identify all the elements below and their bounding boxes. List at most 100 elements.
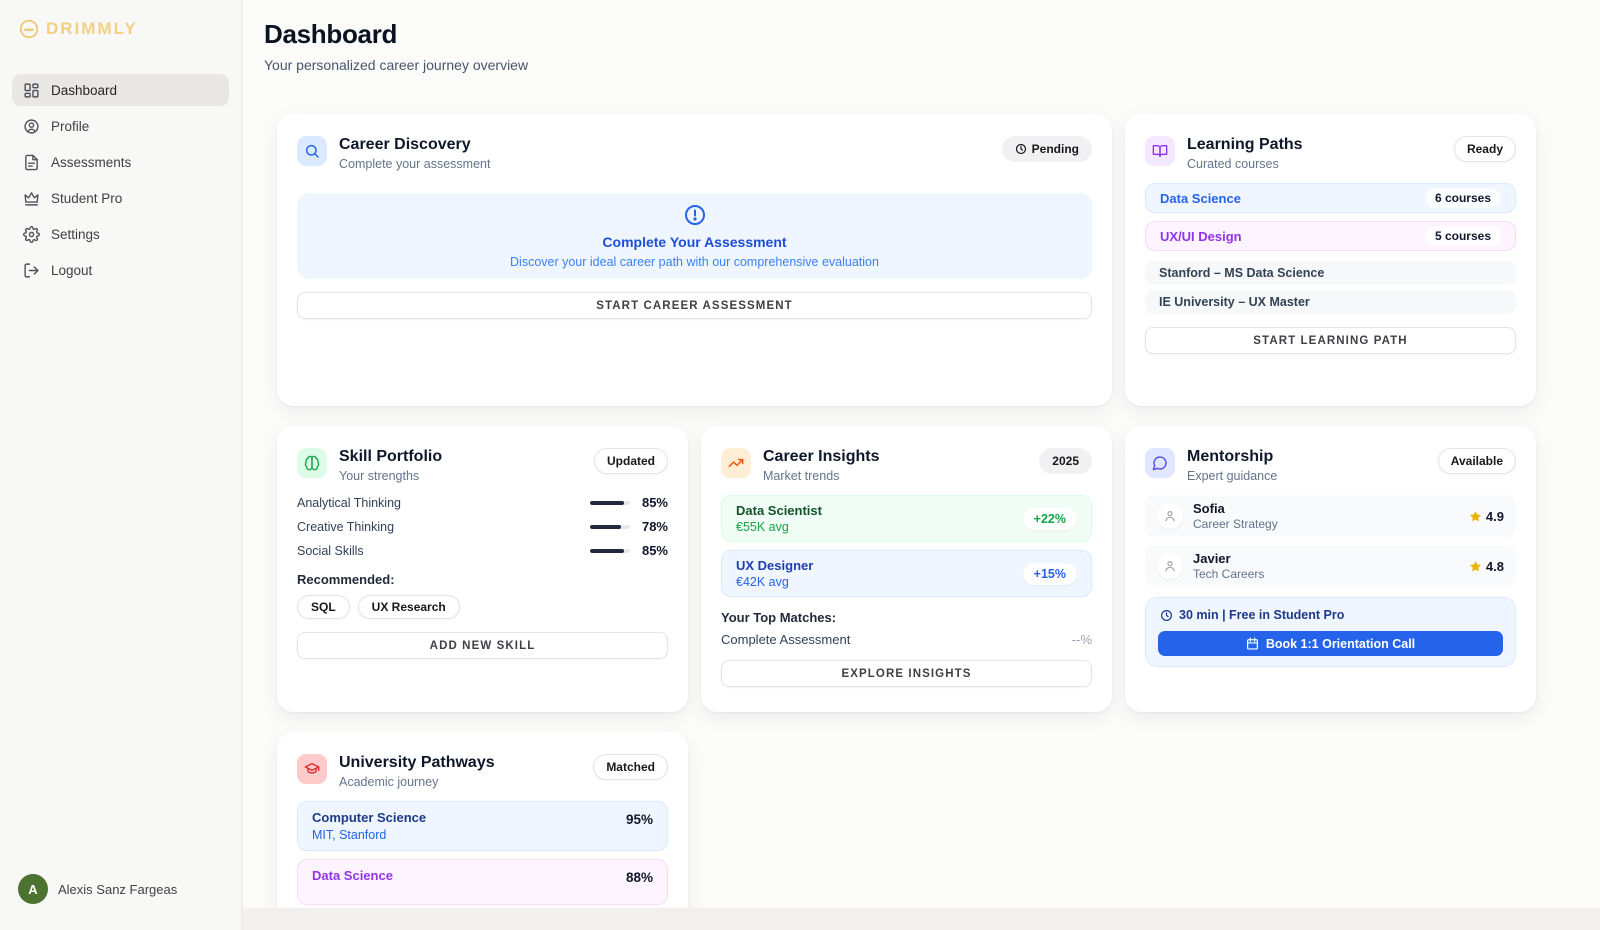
- card-subtitle: Academic journey: [339, 775, 495, 789]
- track-count: 5 courses: [1425, 226, 1501, 246]
- card-title: Career Insights: [763, 448, 879, 466]
- match-percent: 95%: [626, 810, 653, 827]
- skill-row: Creative Thinking 78%: [297, 519, 668, 534]
- status-badge-pending: Pending: [1002, 136, 1092, 162]
- sidebar-nav: Dashboard Profile Assessments Student Pr…: [12, 74, 229, 286]
- logo-text: DRIMMLY: [46, 19, 138, 39]
- career-discovery-card: Career Discovery Complete your assessmen…: [277, 114, 1112, 406]
- star-icon: [1469, 560, 1482, 573]
- cta-title: Complete Your Assessment: [602, 234, 786, 250]
- major-row-computer-science[interactable]: Computer Science MIT, Stanford 95%: [297, 801, 668, 851]
- card-subtitle: Expert guidance: [1187, 469, 1277, 483]
- track-name: Data Science: [1160, 191, 1241, 206]
- add-new-skill-button[interactable]: ADD NEW SKILL: [297, 632, 668, 659]
- chat-bubble-icon: [1145, 448, 1175, 478]
- start-learning-path-button[interactable]: START LEARNING PATH: [1145, 327, 1516, 354]
- sidebar-item-student-pro[interactable]: Student Pro: [12, 182, 229, 214]
- status-badge-available: Available: [1438, 448, 1516, 474]
- card-subtitle: Complete your assessment: [339, 157, 490, 171]
- matches-item: Complete Assessment: [721, 632, 850, 647]
- user-circle-icon: [23, 118, 40, 135]
- crown-icon: [23, 190, 40, 207]
- assessment-cta-panel: Complete Your Assessment Discover your i…: [297, 193, 1092, 279]
- sidebar-item-label: Settings: [51, 227, 100, 242]
- avatar: A: [18, 874, 48, 904]
- clock-icon: [1160, 609, 1173, 622]
- sidebar-item-dashboard[interactable]: Dashboard: [12, 74, 229, 106]
- trending-up-icon: [721, 448, 751, 478]
- sidebar: DRIMMLY Dashboard Profile Assessments St…: [0, 0, 242, 930]
- skill-row: Social Skills 85%: [297, 543, 668, 558]
- cta-subtitle: Discover your ideal career path with our…: [510, 255, 879, 269]
- booking-panel: 30 min | Free in Student Pro Book 1:1 Or…: [1145, 597, 1516, 667]
- offer-text: 30 min | Free in Student Pro: [1179, 608, 1344, 622]
- sidebar-item-profile[interactable]: Profile: [12, 110, 229, 142]
- sidebar-item-assessments[interactable]: Assessments: [12, 146, 229, 178]
- match-percent: 88%: [626, 868, 653, 885]
- mentor-rating-value: 4.9: [1486, 509, 1504, 524]
- sidebar-item-label: Student Pro: [51, 191, 122, 206]
- calendar-icon: [1246, 637, 1259, 650]
- skill-meter: [590, 525, 630, 529]
- track-row-data-science[interactable]: Data Science 6 courses: [1145, 183, 1516, 213]
- logout-icon: [23, 262, 40, 279]
- role-row-data-scientist[interactable]: Data Scientist €55K avg +22%: [721, 495, 1092, 542]
- mentor-row-sofia[interactable]: Sofia Career Strategy 4.9: [1145, 495, 1516, 537]
- skill-chip-ux-research[interactable]: UX Research: [358, 595, 460, 619]
- card-title: Mentorship: [1187, 448, 1277, 466]
- skill-row: Analytical Thinking 85%: [297, 495, 668, 510]
- recommended-label: Recommended:: [297, 572, 668, 587]
- skill-portfolio-card: Skill Portfolio Your strengths Updated A…: [277, 426, 688, 712]
- program-row[interactable]: IE University – UX Master: [1145, 290, 1516, 314]
- brain-icon: [297, 448, 327, 478]
- program-row[interactable]: Stanford – MS Data Science: [1145, 261, 1516, 285]
- track-name: UX/UI Design: [1160, 229, 1242, 244]
- app-logo: DRIMMLY: [12, 18, 229, 40]
- track-count: 6 courses: [1425, 188, 1501, 208]
- star-icon: [1469, 510, 1482, 523]
- mentor-row-javier[interactable]: Javier Tech Careers 4.8: [1145, 545, 1516, 587]
- growth-badge: +22%: [1023, 508, 1077, 530]
- role-row-ux-designer[interactable]: UX Designer €42K avg +15%: [721, 550, 1092, 597]
- person-icon: [1157, 553, 1183, 579]
- track-row-uxui-design[interactable]: UX/UI Design 5 courses: [1145, 221, 1516, 251]
- university-pathways-card: University Pathways Academic journey Mat…: [277, 732, 688, 908]
- card-title: Learning Paths: [1187, 136, 1303, 154]
- dashboard-grid: Career Discovery Complete your assessmen…: [277, 114, 1536, 908]
- card-title: Career Discovery: [339, 136, 490, 154]
- explore-insights-button[interactable]: EXPLORE INSIGHTS: [721, 660, 1092, 687]
- sidebar-item-logout[interactable]: Logout: [12, 254, 229, 286]
- user-profile[interactable]: A Alexis Sanz Fargeas: [12, 874, 229, 904]
- skill-meter: [590, 501, 630, 505]
- user-name: Alexis Sanz Fargeas: [58, 882, 177, 897]
- card-title: University Pathways: [339, 754, 495, 772]
- skill-chip-sql[interactable]: SQL: [297, 595, 350, 619]
- dashboard-grid-icon: [23, 82, 40, 99]
- sidebar-item-label: Assessments: [51, 155, 131, 170]
- sidebar-item-settings[interactable]: Settings: [12, 218, 229, 250]
- card-subtitle: Curated courses: [1187, 157, 1303, 171]
- card-title: Skill Portfolio: [339, 448, 442, 466]
- person-icon: [1157, 503, 1183, 529]
- growth-badge: +15%: [1023, 563, 1077, 585]
- learning-paths-card: Learning Paths Curated courses Ready Dat…: [1125, 114, 1536, 406]
- year-badge: 2025: [1039, 448, 1092, 474]
- gear-icon: [23, 226, 40, 243]
- status-badge-matched: Matched: [593, 754, 668, 780]
- career-insights-card: Career Insights Market trends 2025 Data …: [701, 426, 1112, 712]
- sidebar-item-label: Dashboard: [51, 83, 117, 98]
- graduation-cap-icon: [297, 754, 327, 784]
- major-row-data-science[interactable]: Data Science 88%: [297, 859, 668, 905]
- status-badge-updated: Updated: [594, 448, 668, 474]
- logo-smiley-icon: [18, 18, 40, 40]
- start-career-assessment-button[interactable]: START CAREER ASSESSMENT: [297, 292, 1092, 319]
- book-orientation-call-button[interactable]: Book 1:1 Orientation Call: [1158, 631, 1503, 656]
- page-title: Dashboard: [264, 19, 1600, 50]
- sidebar-item-label: Logout: [51, 263, 92, 278]
- mentor-rating-value: 4.8: [1486, 559, 1504, 574]
- card-subtitle: Your strengths: [339, 469, 442, 483]
- main-content: Dashboard Your personalized career journ…: [243, 0, 1600, 908]
- search-icon: [297, 136, 327, 166]
- status-badge-ready: Ready: [1454, 136, 1516, 162]
- page-subtitle: Your personalized career journey overvie…: [264, 57, 1600, 73]
